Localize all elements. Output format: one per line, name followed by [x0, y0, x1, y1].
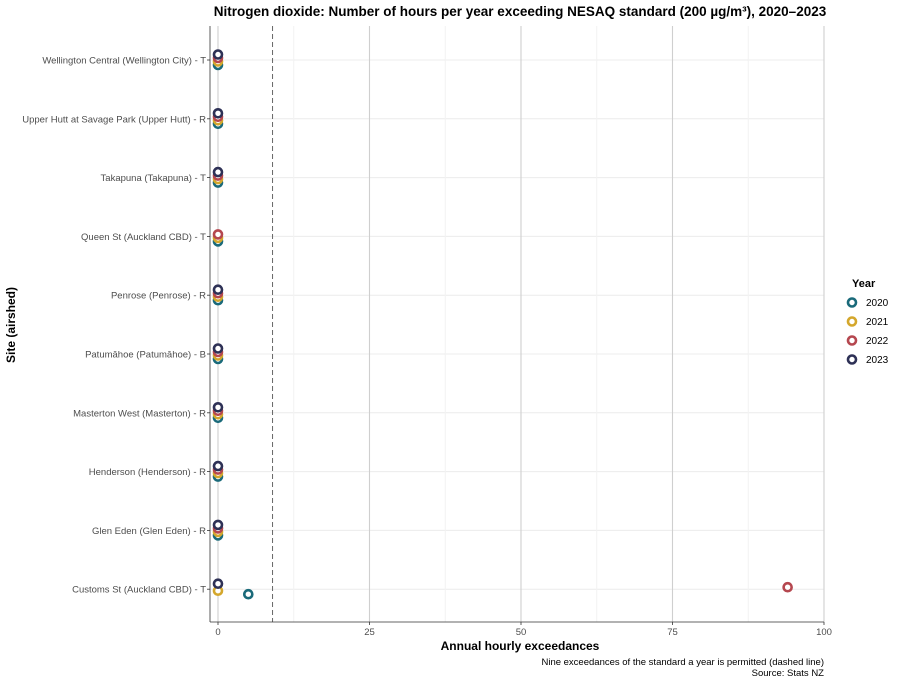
y-axis-title: Site (airshed): [4, 287, 18, 363]
legend-label-2023: 2023: [866, 355, 889, 366]
point-2023: [212, 401, 224, 413]
chart-title: Nitrogen dioxide: Number of hours per ye…: [214, 4, 827, 19]
point-2023: [212, 166, 224, 178]
point-2023: [212, 578, 224, 590]
y-tick-label: Masterton West (Masterton) - R: [73, 408, 206, 419]
point-2022: [782, 581, 793, 593]
legend-key-2021: [846, 316, 858, 327]
y-tick-label: Customs St (Auckland CBD) - T: [72, 585, 206, 596]
legend-label-2021: 2021: [866, 317, 889, 328]
x-tick-label: 50: [516, 627, 527, 638]
point-2023: [212, 49, 224, 60]
legend-key-2020: [846, 297, 858, 308]
y-tick-label: Takapuna (Takapuna) - T: [101, 173, 207, 184]
x-axis-ticks: 0 25 50 75 100: [215, 622, 832, 638]
point-2023: [212, 108, 224, 119]
x-tick-label: 25: [364, 627, 375, 638]
point-2023: [212, 284, 224, 296]
point-2022: [212, 229, 224, 240]
legend: Year 2020 2021 2022 2023: [846, 278, 889, 366]
y-tick-label: Henderson (Henderson) - R: [89, 467, 206, 478]
x-tick-label: 100: [816, 627, 832, 638]
y-axis-ticks: Wellington Central (Wellington City) - T…: [22, 56, 210, 596]
y-tick-label: Upper Hutt at Savage Park (Upper Hutt) -…: [22, 114, 206, 125]
x-tick-label: 0: [215, 627, 220, 638]
legend-title: Year: [852, 278, 876, 290]
y-tick-label: Wellington Central (Wellington City) - T: [42, 56, 206, 67]
point-2023: [212, 519, 224, 531]
y-tick-label: Penrose (Penrose) - R: [111, 291, 206, 302]
x-axis-title: Annual hourly exceedances: [441, 639, 600, 653]
caption-note: Nine exceedances of the standard a year …: [541, 657, 824, 668]
data-points: [212, 49, 793, 600]
point-2023: [212, 460, 224, 472]
legend-label-2020: 2020: [866, 298, 889, 309]
legend-label-2022: 2022: [866, 336, 889, 347]
y-tick-label: Glen Eden (Glen Eden) - R: [92, 526, 206, 537]
point-2023: [212, 343, 224, 354]
panel-grid: [210, 26, 825, 622]
caption-source: Source: Stats NZ: [752, 668, 825, 679]
legend-key-2022: [846, 335, 858, 346]
y-tick-label: Patumāhoe (Patumāhoe) - B: [85, 350, 206, 361]
x-axis: [209, 26, 824, 623]
legend-key-2023: [846, 354, 858, 365]
y-tick-label: Queen St (Auckland CBD) - T: [81, 232, 206, 243]
point-2020: [243, 588, 254, 600]
x-tick-label: 75: [667, 627, 678, 638]
